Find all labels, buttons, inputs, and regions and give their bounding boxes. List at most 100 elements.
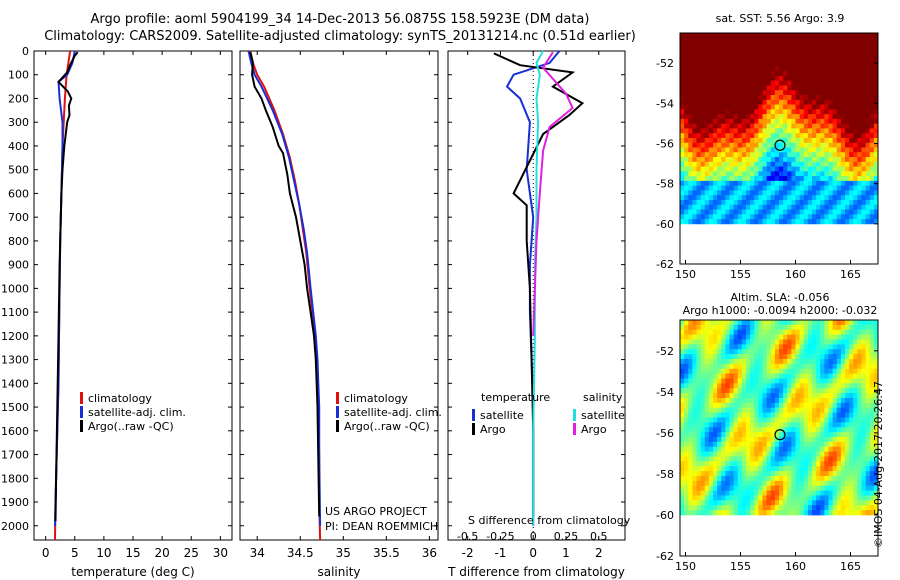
map-cell [713, 485, 718, 491]
map-cell [840, 334, 846, 340]
map-cell [832, 128, 838, 134]
map-cell [758, 461, 763, 467]
map-cell [869, 412, 875, 418]
map-cell [812, 432, 817, 438]
map-cell [774, 505, 780, 511]
map-cell [787, 99, 792, 105]
map-cell [680, 436, 685, 443]
map-cell [824, 368, 829, 375]
map-cell [766, 393, 772, 399]
map-cell [803, 157, 809, 163]
map-cell [787, 61, 792, 67]
map-cell [770, 397, 776, 404]
map-cell [865, 510, 871, 516]
map-cell [688, 157, 693, 163]
map-cell [787, 95, 792, 101]
map-y-tick-label: -54 [656, 386, 674, 399]
map-cell [807, 199, 813, 206]
map-cell [733, 461, 739, 467]
map-cell [816, 451, 821, 457]
map-cell [820, 104, 825, 110]
map-cell [824, 128, 829, 134]
sla-map-title: Altim. SLA: -0.056 [730, 291, 830, 304]
map-cell [774, 485, 780, 491]
map-cell [795, 475, 801, 482]
map-cell [803, 176, 809, 182]
map-cell [812, 118, 817, 125]
map-cell [746, 85, 751, 91]
map-cell [733, 354, 739, 360]
map-cell [700, 417, 706, 423]
map-cell [840, 37, 846, 43]
map-cell [688, 324, 693, 331]
map-cell [857, 157, 862, 163]
map-cell [845, 446, 850, 452]
map-cell [832, 471, 838, 477]
map-cell [795, 204, 801, 210]
map-cell [865, 61, 871, 67]
map-cell [840, 373, 846, 379]
map-cell [700, 109, 706, 115]
map-cell [779, 446, 784, 452]
map-cell [853, 99, 858, 105]
map-cell [779, 161, 784, 167]
map-cell [803, 219, 809, 225]
map-cell [758, 209, 763, 215]
map-cell [807, 466, 813, 472]
map-cell [725, 436, 730, 443]
map-cell [865, 480, 871, 487]
map-cell [812, 427, 817, 433]
map-cell [746, 56, 751, 63]
map-cell [816, 195, 821, 201]
map-cell [717, 61, 722, 67]
map-cell [803, 471, 809, 477]
map-cell [799, 358, 805, 365]
map-cell [873, 199, 879, 206]
map-cell [865, 209, 871, 215]
map-cell [754, 157, 759, 163]
map-cell [869, 109, 875, 115]
top-axis-tick-label: -0.5 [457, 530, 478, 543]
map-cell [849, 354, 854, 360]
map-cell [865, 320, 871, 326]
map-cell [696, 118, 702, 125]
map-cell [824, 109, 829, 115]
map-cell [820, 52, 825, 58]
map-cell [696, 378, 702, 384]
map-cell [733, 199, 739, 206]
map-cell [704, 166, 710, 172]
map-cell [807, 209, 813, 215]
map-cell [733, 123, 739, 129]
map-cell [857, 475, 862, 482]
map-cell [873, 37, 879, 43]
map-cell [799, 133, 805, 139]
map-cell [725, 441, 730, 448]
map-cell [832, 436, 838, 443]
map-cell [741, 171, 747, 177]
map-cell [845, 407, 850, 413]
map-cell [700, 412, 706, 418]
map-cell [836, 161, 842, 167]
map-cell [713, 383, 718, 389]
map-cell [762, 56, 768, 63]
map-cell [803, 417, 809, 423]
map-cell [770, 320, 776, 326]
map-cell [857, 66, 862, 72]
map-cell [799, 363, 805, 370]
map-cell [733, 157, 739, 163]
legend-swatch [573, 409, 576, 421]
map-cell [865, 90, 871, 96]
map-cell [684, 393, 689, 399]
map-cell [746, 118, 751, 125]
map-cell [803, 42, 809, 48]
map-cell [750, 485, 755, 491]
map-cell [791, 436, 796, 443]
map-cell [816, 123, 821, 129]
map-cell [680, 47, 685, 53]
map-cell [762, 33, 768, 39]
map-cell [713, 99, 718, 105]
map-cell [795, 495, 801, 501]
map-cell [849, 388, 854, 394]
map-cell [746, 485, 751, 491]
map-cell [762, 214, 768, 220]
